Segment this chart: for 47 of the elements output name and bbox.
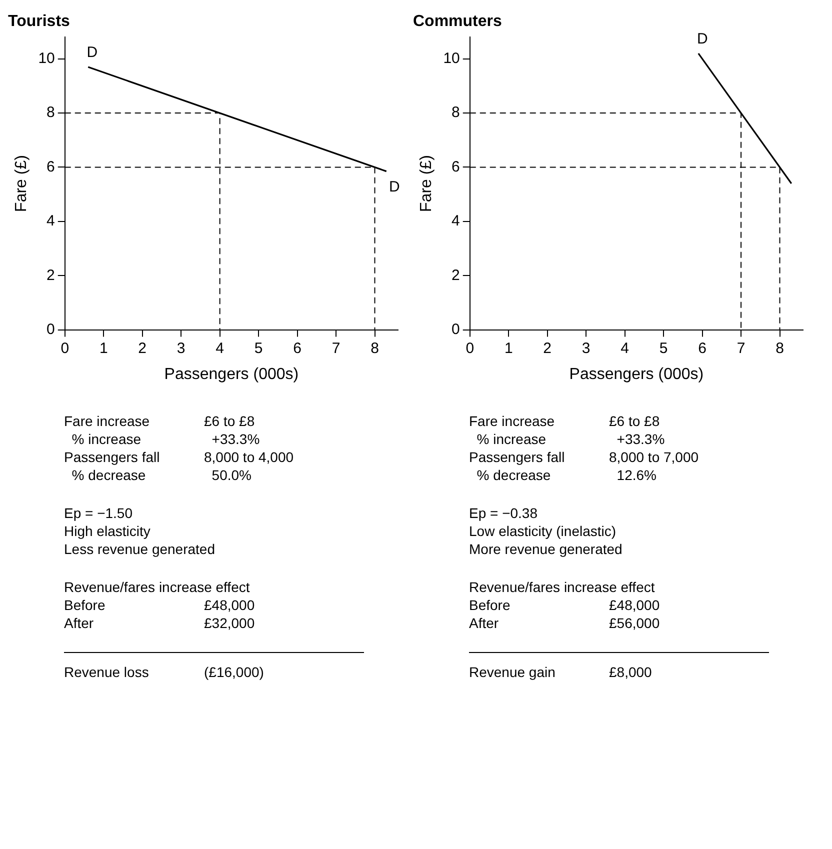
chart-title: Commuters xyxy=(413,13,502,30)
x-tick-label: 0 xyxy=(466,340,474,357)
x-axis-title: Passengers (000s) xyxy=(164,366,299,383)
y-tick-label: 8 xyxy=(452,104,460,122)
y-axis-title: Fare (£) xyxy=(418,155,436,212)
y-axis-title: Fare (£) xyxy=(13,155,30,212)
y-tick-label: 4 xyxy=(46,212,55,230)
x-tick-label: 3 xyxy=(176,340,186,357)
x-tick-label: 3 xyxy=(582,340,590,357)
x-axis-title: Passengers (000s) xyxy=(569,366,704,383)
y-tick-label: 0 xyxy=(452,320,460,338)
y-tick-label: 10 xyxy=(443,50,460,68)
x-tick-label: 1 xyxy=(504,340,513,357)
x-tick-label: 0 xyxy=(60,340,70,357)
x-tick-label: 4 xyxy=(620,340,629,357)
x-tick-label: 7 xyxy=(736,340,746,357)
y-tick-label: 4 xyxy=(452,212,460,230)
x-tick-label: 8 xyxy=(370,340,379,357)
x-tick-label: 8 xyxy=(776,340,784,357)
y-tick-label: 8 xyxy=(46,104,55,122)
annotation: D xyxy=(388,178,400,196)
x-tick-label: 2 xyxy=(543,340,552,357)
text: Revenue/fares increase effect Before £48,000 After £32,000 xyxy=(64,579,255,631)
y-tick-label: 6 xyxy=(452,158,460,176)
y-tick-label: 0 xyxy=(46,320,55,338)
text: Fare increase £6 to £8 % increase +33.3% Passengers fall 8,000 to 7,000 % decrease 12.6% xyxy=(469,413,699,483)
x-tick-label: 1 xyxy=(99,340,108,357)
x-tick-label: 6 xyxy=(698,340,706,357)
text: Ep = −0.38 Low elasticity (inelastic) More revenue generated xyxy=(469,504,622,558)
text: Revenue loss (£16,000) xyxy=(64,664,264,680)
text: Revenue/fares increase effect Before £48,000 After £56,000 xyxy=(469,579,660,631)
x-tick-label: 7 xyxy=(332,340,340,357)
text: Fare increase £6 to £8 % increase +33.3% Passengers fall 8,000 to 4,000 % decrease 50.0% xyxy=(64,413,294,483)
y-tick-label: 10 xyxy=(38,50,55,68)
x-tick-label: 5 xyxy=(659,340,668,357)
x-tick-label: 6 xyxy=(293,340,302,357)
y-tick-label: 2 xyxy=(46,266,55,284)
x-tick-label: 5 xyxy=(254,340,263,357)
y-tick-label: 6 xyxy=(46,158,55,176)
x-tick-label: 2 xyxy=(138,340,147,357)
text: Revenue gain £8,000 xyxy=(469,664,652,680)
x-tick-label: 4 xyxy=(216,340,224,357)
text: Ep = −1.50 High elasticity Less revenue generated xyxy=(64,504,215,558)
annotation: D xyxy=(696,30,708,48)
chart-title: Tourists xyxy=(8,13,70,30)
annotation: D xyxy=(86,44,98,62)
y-tick-label: 2 xyxy=(452,266,460,284)
